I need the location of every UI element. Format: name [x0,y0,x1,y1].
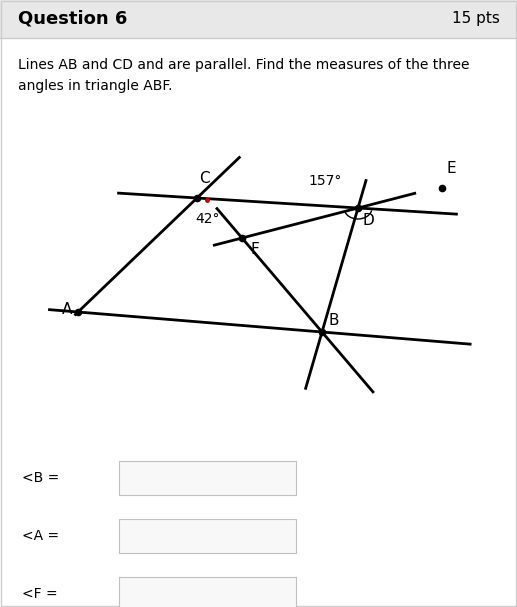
Text: <F =: <F = [22,587,57,601]
Text: 157°: 157° [308,174,341,188]
Text: D: D [363,213,375,228]
Text: E: E [446,161,455,176]
Text: 15 pts: 15 pts [452,12,500,27]
Text: B: B [328,313,339,328]
Bar [0,0,517,38]
Text: Lines AB and CD and are parallel. Find the measures of the three
angles in trian: Lines AB and CD and are parallel. Find t… [18,58,469,93]
Text: <B =: <B = [22,471,59,485]
FancyBboxPatch shape [119,519,296,553]
Text: A: A [62,302,72,317]
Text: F: F [250,242,258,257]
Text: Question 6: Question 6 [18,10,127,28]
Text: 42°: 42° [195,212,220,226]
FancyBboxPatch shape [119,461,296,495]
FancyBboxPatch shape [119,577,296,607]
Text: <A =: <A = [22,529,59,543]
Text: C: C [199,171,209,186]
